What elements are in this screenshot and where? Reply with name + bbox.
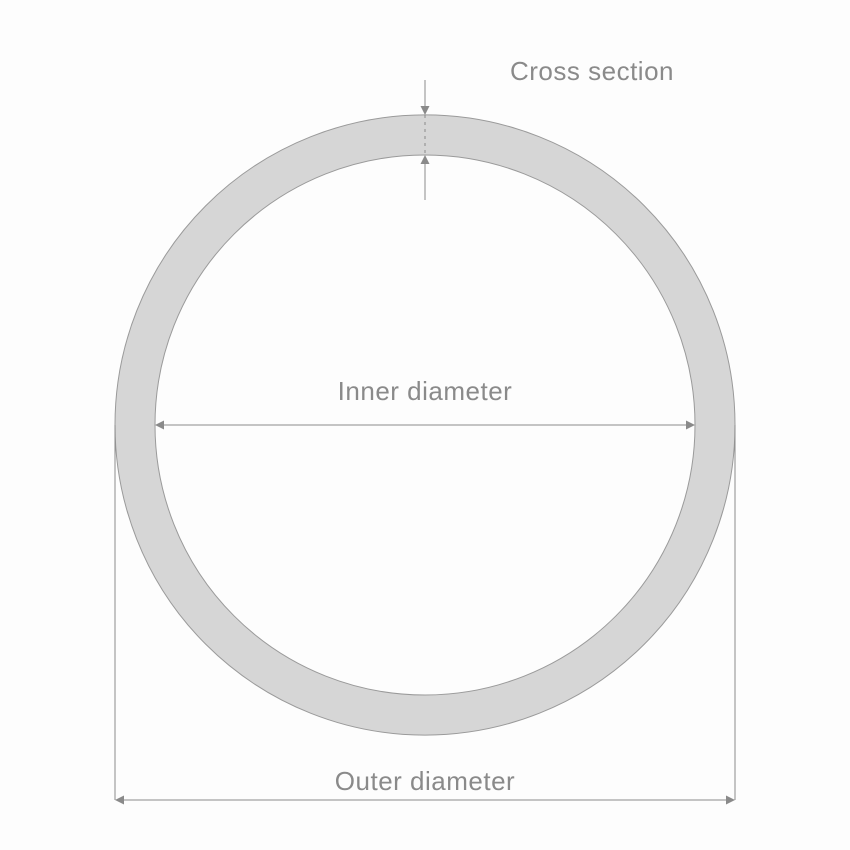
inner-diameter-label: Inner diameter — [338, 376, 513, 406]
cross-section-label: Cross section — [510, 56, 674, 86]
inner-diameter-dimension: Inner diameter — [155, 376, 695, 430]
outer-diameter-label: Outer diameter — [335, 766, 515, 796]
